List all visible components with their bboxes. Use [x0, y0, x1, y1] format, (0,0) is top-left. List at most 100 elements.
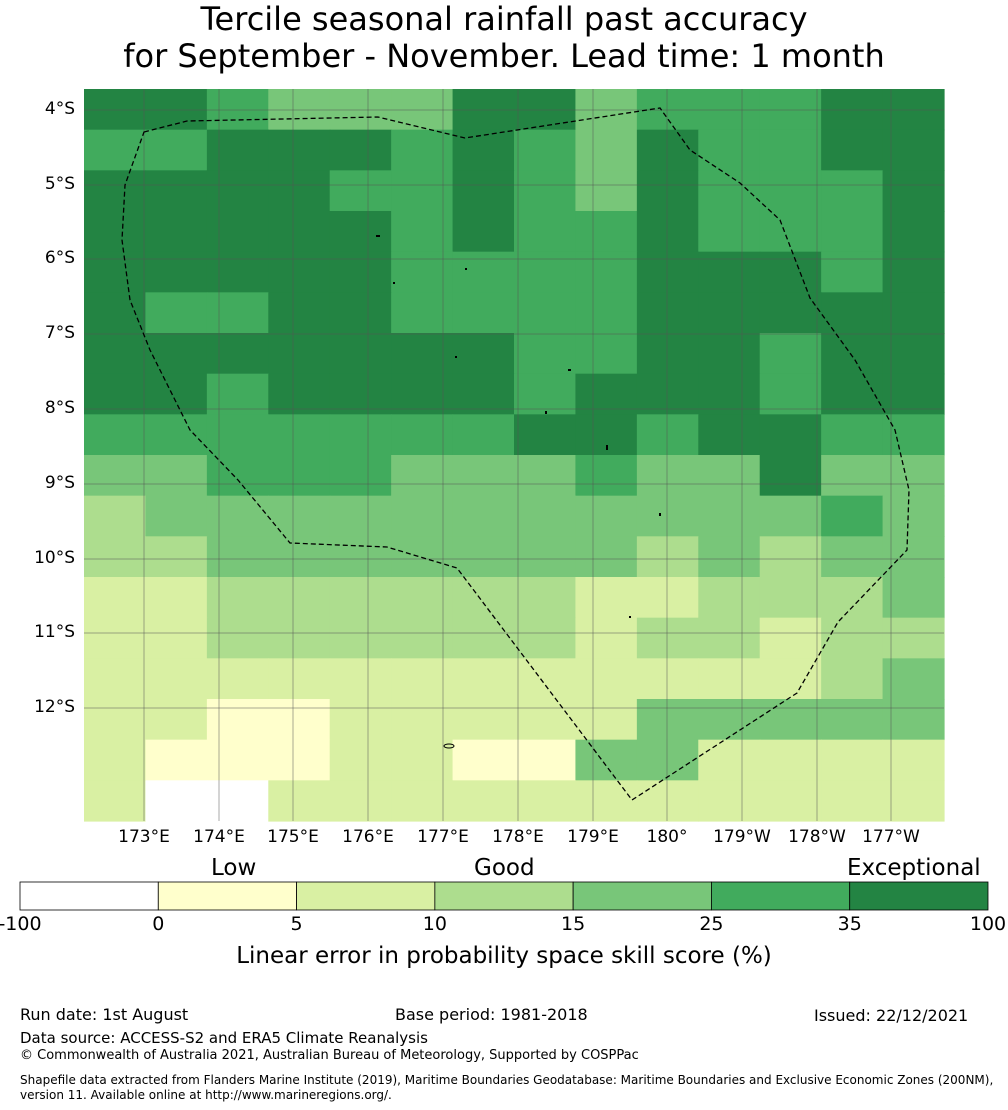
grid-cell: [698, 495, 761, 537]
colorbar-tick: 25: [699, 913, 724, 935]
grid-cell: [636, 495, 699, 537]
grid-cell: [391, 658, 454, 700]
graticule: [84, 89, 944, 821]
grid-cell: [759, 333, 822, 375]
grid-cell: [514, 89, 577, 131]
longitude-label: 176°E: [342, 827, 394, 847]
longitude-label: 174°E: [193, 827, 245, 847]
grid-cell: [882, 780, 945, 822]
grid-cell: [636, 577, 699, 619]
grid-cell: [821, 333, 884, 375]
grid-cell: [821, 780, 884, 822]
grid-cell: [698, 251, 761, 293]
grid-cell: [452, 739, 515, 781]
grid-cell: [882, 89, 945, 131]
grid-cell: [206, 577, 269, 619]
shapefile-credit: Shapefile data extracted from Flanders M…: [20, 1073, 994, 1102]
grid-cell: [268, 89, 331, 131]
latitude-label: 10°S: [34, 548, 75, 568]
grid-cell: [514, 211, 577, 253]
grid-cell: [391, 170, 454, 212]
grid-cell: [329, 89, 392, 131]
grid-cell: [821, 89, 884, 131]
grid-cell: [145, 333, 208, 375]
grid-cell: [329, 780, 392, 822]
grid-cell: [206, 211, 269, 253]
grid-cell: [145, 617, 208, 659]
colorbar-label: Linear error in probability space skill …: [236, 943, 772, 969]
colorbar-heading-good: Good: [474, 855, 535, 881]
grid-cell: [145, 373, 208, 415]
grid-cell: [206, 292, 269, 334]
colorbar-segment: [572, 881, 712, 911]
colorbar-tick: 15: [561, 913, 586, 935]
grid-cell: [698, 455, 761, 497]
grid-cell: [698, 658, 761, 700]
grid-cell: [759, 251, 822, 293]
grid-cell: [84, 292, 147, 334]
grid-cell: [882, 251, 945, 293]
grid-cell: [636, 129, 699, 171]
grid-cell: [514, 739, 577, 781]
grid-cell: [206, 617, 269, 659]
longitude-label: 178°E: [492, 827, 544, 847]
grid-cell: [759, 495, 822, 537]
grid-cell: [575, 495, 638, 537]
grid-cell: [575, 658, 638, 700]
grid-cell: [698, 617, 761, 659]
grid-cell: [636, 373, 699, 415]
grid-cell: [329, 292, 392, 334]
base-period: Base period: 1981-2018: [395, 1005, 588, 1024]
grid-cell: [759, 170, 822, 212]
grid-cell: [452, 699, 515, 741]
grid-cell: [636, 739, 699, 781]
grid-cell: [329, 739, 392, 781]
grid-cell: [268, 129, 331, 171]
grid-cell: [145, 170, 208, 212]
grid-cell: [268, 373, 331, 415]
grid-cell: [206, 495, 269, 537]
grid-cell: [268, 333, 331, 375]
colorbar-tick: -100: [0, 913, 42, 935]
grid-cell: [636, 455, 699, 497]
grid-cell: [514, 617, 577, 659]
grid-cell: [514, 455, 577, 497]
grid-cell: [84, 617, 147, 659]
grid-cell: [575, 89, 638, 131]
grid-cell: [329, 333, 392, 375]
colorbar-tick: 10: [422, 913, 447, 935]
run-date: Run date: 1st August: [20, 1005, 189, 1024]
grid-cell: [329, 373, 392, 415]
grid-cell: [145, 577, 208, 619]
colorbar-tick: 5: [290, 913, 303, 935]
grid-cell: [206, 373, 269, 415]
grid-cell: [636, 211, 699, 253]
grid-cell: [698, 414, 761, 456]
grid-cell: [329, 617, 392, 659]
grid-cell: [882, 170, 945, 212]
skill-grid: [84, 89, 945, 822]
grid-cell: [145, 536, 208, 578]
grid-cell: [636, 251, 699, 293]
grid-cell: [206, 536, 269, 578]
grid-cell: [575, 211, 638, 253]
colorbar-segment: [157, 881, 297, 911]
grid-cell: [452, 536, 515, 578]
grid-cell: [575, 617, 638, 659]
grid-cell: [452, 455, 515, 497]
grid-cell: [329, 495, 392, 537]
latitude-label: 7°S: [44, 323, 75, 343]
grid-cell: [84, 699, 147, 741]
grid-cell: [84, 89, 147, 131]
data-source: Data source: ACCESS-S2 and ERA5 Climate …: [20, 1029, 428, 1047]
grid-cell: [329, 577, 392, 619]
grid-cell: [821, 129, 884, 171]
grid-cell: [391, 211, 454, 253]
grid-cell: [636, 89, 699, 131]
grid-cell: [84, 414, 147, 456]
grid-cell: [636, 658, 699, 700]
grid-cell: [821, 211, 884, 253]
grid-cell: [206, 658, 269, 700]
grid-cell: [84, 455, 147, 497]
grid-cell: [636, 699, 699, 741]
